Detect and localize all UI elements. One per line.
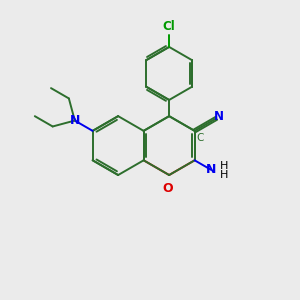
Text: N: N — [70, 114, 80, 127]
Text: C: C — [196, 133, 204, 143]
Text: N: N — [214, 110, 224, 123]
Text: H: H — [220, 170, 228, 180]
Text: O: O — [162, 182, 173, 195]
Text: Cl: Cl — [163, 20, 175, 33]
Text: H: H — [220, 161, 228, 171]
Text: N: N — [206, 164, 216, 176]
